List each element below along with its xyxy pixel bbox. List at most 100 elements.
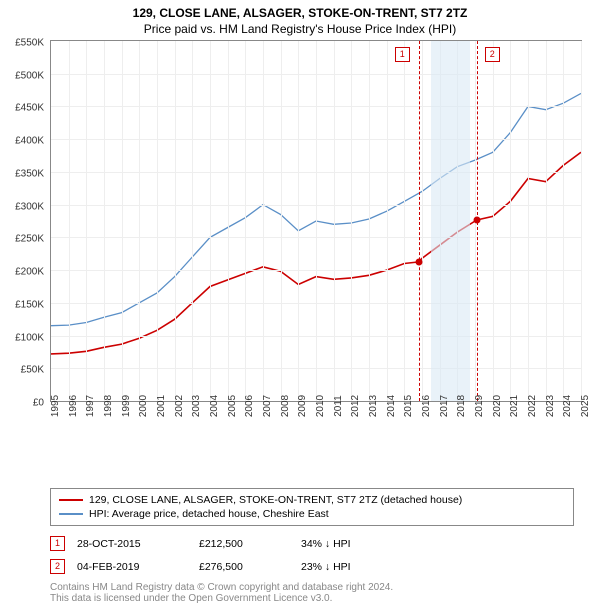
title-address: 129, CLOSE LANE, ALSAGER, STOKE-ON-TRENT… [0,0,600,20]
gridline-v [104,41,105,401]
sale-row: 2 04-FEB-2019 £276,500 23% ↓ HPI [50,555,600,578]
x-tick-label: 1996 [68,395,79,417]
gridline-v [404,41,405,401]
y-tick-label: £500K [15,70,44,81]
legend-swatch [59,499,83,501]
x-tick-label: 2013 [368,395,379,417]
gridline-v [86,41,87,401]
gridline-v [192,41,193,401]
highlight-band [431,41,470,401]
gridline-v [316,41,317,401]
sale-date: 04-FEB-2019 [77,561,187,573]
legend-item: 129, CLOSE LANE, ALSAGER, STOKE-ON-TRENT… [59,493,565,507]
y-tick-label: £300K [15,201,44,212]
footer-line1: Contains HM Land Registry data © Crown c… [50,582,600,593]
x-tick-label: 2011 [333,395,344,417]
gridline-v [281,41,282,401]
title-subtitle: Price paid vs. HM Land Registry's House … [0,20,600,40]
x-tick-label: 2023 [545,395,556,417]
y-axis: £0£50K£100K£150K£200K£250K£300K£350K£400… [0,43,48,403]
x-tick-label: 2002 [174,395,185,417]
x-tick-label: 2007 [262,395,273,417]
sale-marker-chip: 2 [485,47,500,62]
sale-row: 1 28-OCT-2015 £212,500 34% ↓ HPI [50,532,600,555]
sale-pct: 23% ↓ HPI [301,561,401,573]
y-tick-label: £450K [15,103,44,114]
legend-item: HPI: Average price, detached house, Ches… [59,507,565,521]
x-tick-label: 2001 [156,395,167,417]
gridline-v [334,41,335,401]
gridline-v [546,41,547,401]
gridline-v [210,41,211,401]
y-tick-label: £250K [15,234,44,245]
x-tick-label: 2003 [191,395,202,417]
plot-area: 12 [50,40,582,402]
y-tick-label: £200K [15,267,44,278]
x-tick-label: 2010 [315,395,326,417]
gridline-v [122,41,123,401]
gridline-v [157,41,158,401]
gridline-v [228,41,229,401]
x-tick-label: 2014 [386,395,397,417]
x-tick-label: 2019 [474,395,485,417]
sales-table: 1 28-OCT-2015 £212,500 34% ↓ HPI 2 04-FE… [50,532,600,578]
sale-price: £276,500 [199,561,289,573]
x-tick-label: 2021 [509,395,520,417]
x-tick-label: 1998 [103,395,114,417]
y-tick-label: £400K [15,136,44,147]
gridline-v [369,41,370,401]
legend-swatch [59,513,83,515]
gridline-v [263,41,264,401]
gridline-v [563,41,564,401]
footer: Contains HM Land Registry data © Crown c… [50,582,600,604]
legend: 129, CLOSE LANE, ALSAGER, STOKE-ON-TRENT… [50,488,574,526]
x-tick-label: 2017 [439,395,450,417]
gridline-v [387,41,388,401]
gridline-v [69,41,70,401]
sale-marker-box: 2 [50,559,65,574]
x-tick-label: 2012 [350,395,361,417]
x-tick-label: 2005 [227,395,238,417]
gridline-v [351,41,352,401]
legend-label: HPI: Average price, detached house, Ches… [89,508,329,520]
sale-dot [473,217,480,224]
gridline-v [139,41,140,401]
sale-marker-box: 1 [50,536,65,551]
chart-container: 129, CLOSE LANE, ALSAGER, STOKE-ON-TRENT… [0,0,600,560]
x-tick-label: 2008 [280,395,291,417]
x-tick-label: 2018 [456,395,467,417]
gridline-v [493,41,494,401]
sale-marker-chip: 1 [395,47,410,62]
sale-dot [415,258,422,265]
y-tick-label: £50K [21,365,44,376]
x-axis: 1995199619971998199920002001200220032004… [50,402,580,442]
gridline-v [298,41,299,401]
gridline-v [510,41,511,401]
x-tick-label: 2015 [403,395,414,417]
y-tick-label: £550K [15,38,44,49]
x-tick-label: 2004 [209,395,220,417]
x-tick-label: 1997 [85,395,96,417]
y-tick-label: £100K [15,332,44,343]
x-tick-label: 2006 [244,395,255,417]
x-tick-label: 2024 [562,395,573,417]
x-tick-label: 1995 [50,395,61,417]
footer-line2: This data is licensed under the Open Gov… [50,593,600,604]
sale-date: 28-OCT-2015 [77,538,187,550]
y-tick-label: £150K [15,299,44,310]
y-tick-label: £350K [15,168,44,179]
x-tick-label: 2009 [297,395,308,417]
x-tick-label: 2022 [527,395,538,417]
x-tick-label: 2016 [421,395,432,417]
sale-price: £212,500 [199,538,289,550]
gridline-v [175,41,176,401]
x-tick-label: 2000 [138,395,149,417]
sale-marker-line [419,41,420,401]
gridline-v [422,41,423,401]
x-tick-label: 2020 [492,395,503,417]
x-tick-label: 2025 [580,395,591,417]
y-tick-label: £0 [33,398,44,409]
gridline-v [245,41,246,401]
gridline-v [528,41,529,401]
gridline-v [581,41,582,401]
